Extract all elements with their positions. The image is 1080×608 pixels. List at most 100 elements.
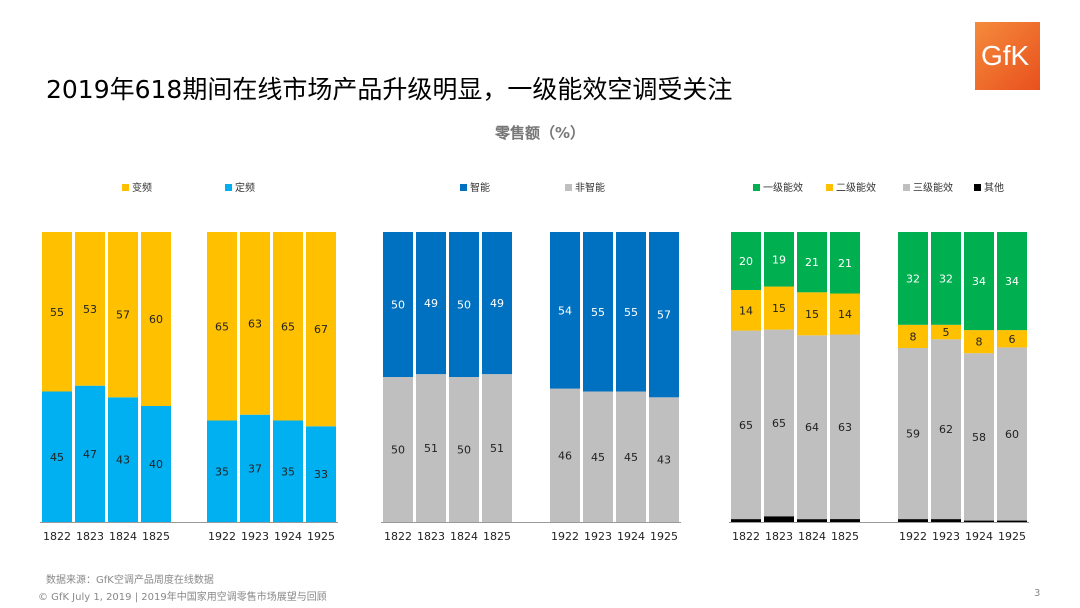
footer: © GfK July 1, 2019 | 2019年中国家用空调零售市场展望与回… bbox=[38, 592, 327, 603]
data-label: 20 bbox=[739, 255, 753, 268]
bar-segment bbox=[273, 420, 303, 522]
x-tick-label: 1825 bbox=[831, 530, 859, 543]
bar-segment bbox=[649, 232, 679, 398]
data-label: 8 bbox=[976, 336, 983, 349]
legend-swatch bbox=[122, 184, 129, 191]
data-label: 51 bbox=[490, 442, 504, 455]
bar-segment bbox=[830, 519, 860, 522]
bar-segment bbox=[240, 414, 270, 522]
bar-segment bbox=[141, 232, 171, 406]
bar-segment bbox=[416, 374, 446, 522]
bar-segment bbox=[731, 519, 761, 522]
data-label: 50 bbox=[457, 299, 471, 312]
bar-segment bbox=[830, 334, 860, 520]
data-label: 53 bbox=[83, 303, 97, 316]
legend-swatch bbox=[974, 184, 981, 191]
data-label: 5 bbox=[943, 326, 950, 339]
x-tick-label: 1825 bbox=[483, 530, 511, 543]
bar-segment bbox=[931, 519, 961, 522]
data-label: 8 bbox=[910, 330, 917, 343]
bar-segment bbox=[731, 290, 761, 331]
bar-segment bbox=[931, 324, 961, 340]
bar-segment bbox=[240, 232, 270, 415]
data-label: 47 bbox=[83, 448, 97, 461]
data-label: 14 bbox=[838, 308, 852, 321]
x-tick-label: 1925 bbox=[998, 530, 1026, 543]
data-label: 15 bbox=[805, 308, 819, 321]
legend-swatch bbox=[460, 184, 467, 191]
bar-segment bbox=[931, 339, 961, 520]
bar-segment bbox=[997, 232, 1027, 331]
data-label: 45 bbox=[50, 451, 64, 464]
data-label: 45 bbox=[591, 451, 605, 464]
x-tick-label: 1923 bbox=[932, 530, 960, 543]
bar-segment bbox=[764, 329, 794, 517]
bar-segment bbox=[797, 292, 827, 336]
source-note: 数据来源：GfK空调产品周度在线数据 bbox=[46, 575, 214, 586]
bar-segment bbox=[964, 330, 994, 354]
legend-swatch bbox=[826, 184, 833, 191]
page-number: 3 bbox=[1034, 588, 1041, 599]
x-tick-label: 1824 bbox=[109, 530, 137, 543]
data-label: 49 bbox=[424, 297, 438, 310]
data-label: 55 bbox=[591, 306, 605, 319]
x-tick-label: 1822 bbox=[384, 530, 412, 543]
bar-segment bbox=[964, 353, 994, 521]
bar-segment bbox=[830, 293, 860, 335]
bar-segment bbox=[449, 232, 479, 377]
bar-segment bbox=[449, 377, 479, 522]
bar-segment bbox=[42, 391, 72, 522]
x-tick-label: 1823 bbox=[417, 530, 445, 543]
bar-segment bbox=[649, 397, 679, 522]
data-label: 6 bbox=[1009, 333, 1016, 346]
legend-label: 其他 bbox=[984, 181, 1004, 194]
data-label: 32 bbox=[906, 272, 920, 285]
data-label: 65 bbox=[772, 417, 786, 430]
bar-segment bbox=[997, 330, 1027, 348]
bar-segment bbox=[482, 232, 512, 375]
bar-segment bbox=[207, 420, 237, 522]
x-tick-label: 1924 bbox=[274, 530, 302, 543]
x-tick-label: 1822 bbox=[732, 530, 760, 543]
bar-segment bbox=[616, 232, 646, 392]
bar-segment bbox=[764, 286, 794, 330]
data-label: 35 bbox=[281, 465, 295, 478]
x-tick-label: 1925 bbox=[307, 530, 335, 543]
bar-segment bbox=[383, 232, 413, 377]
legend-swatch bbox=[225, 184, 232, 191]
bar-segment bbox=[797, 232, 827, 293]
x-tick-label: 1922 bbox=[208, 530, 236, 543]
x-tick-label: 1925 bbox=[650, 530, 678, 543]
bar-segment bbox=[764, 516, 794, 522]
bar-segment bbox=[550, 232, 580, 389]
data-label: 34 bbox=[1005, 275, 1019, 288]
x-tick-label: 1922 bbox=[899, 530, 927, 543]
bar-segment bbox=[830, 232, 860, 294]
data-label: 34 bbox=[972, 275, 986, 288]
data-label: 60 bbox=[149, 313, 163, 326]
bar-segment bbox=[550, 388, 580, 522]
bar-segment bbox=[482, 374, 512, 522]
x-tick-label: 1922 bbox=[551, 530, 579, 543]
x-tick-label: 1924 bbox=[965, 530, 993, 543]
data-label: 19 bbox=[772, 253, 786, 266]
bar-segment bbox=[583, 232, 613, 392]
legend-swatch bbox=[753, 184, 760, 191]
bar-segment bbox=[108, 232, 138, 398]
bar-segment bbox=[898, 519, 928, 522]
bar-segment bbox=[964, 520, 994, 522]
data-label: 21 bbox=[805, 256, 819, 269]
bar-segment bbox=[797, 519, 827, 522]
x-tick-label: 1823 bbox=[765, 530, 793, 543]
data-label: 65 bbox=[215, 320, 229, 333]
data-label: 63 bbox=[838, 421, 852, 434]
bar-segment bbox=[964, 232, 994, 331]
data-label: 64 bbox=[805, 421, 819, 434]
bar-segment bbox=[731, 330, 761, 520]
bar-segment bbox=[997, 347, 1027, 521]
data-label: 59 bbox=[906, 428, 920, 441]
gfk-logo: GfK bbox=[975, 22, 1040, 90]
bar-segment bbox=[616, 391, 646, 522]
bar-segment bbox=[898, 324, 928, 348]
charts: 变频 定频455518224753182343571824406018253565… bbox=[40, 181, 1029, 543]
